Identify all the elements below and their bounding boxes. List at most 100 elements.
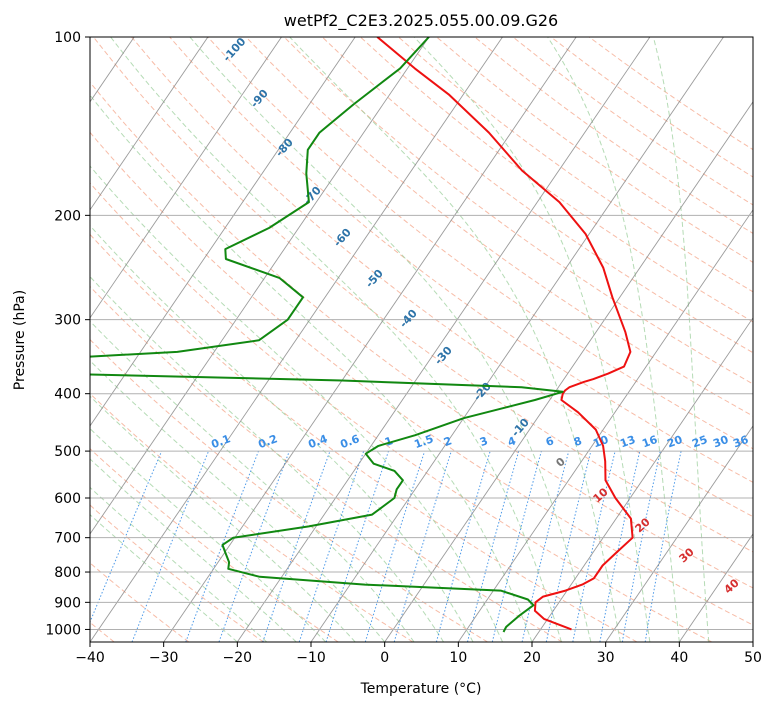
- dry-adiabat-line: [245, 37, 753, 417]
- mixing-ratio-label: 0.4: [306, 432, 329, 451]
- mixing-ratio-line: [185, 450, 259, 642]
- moist-adiabat-line: [90, 165, 503, 642]
- isotherm-line: [90, 37, 430, 535]
- sounding-profiles: [90, 37, 634, 633]
- dry-adiabat-line: [90, 182, 712, 642]
- moist-adiabat-line: [90, 359, 386, 642]
- y-tick-label: 1000: [45, 622, 81, 638]
- y-tick-label: 600: [54, 491, 81, 507]
- moist-adiabat-line: [90, 94, 533, 642]
- dry-adiabat-line: [90, 81, 753, 589]
- mixing-ratio-line: [90, 450, 163, 624]
- y-tick-label: 900: [54, 595, 81, 611]
- y-tick-label: 700: [54, 531, 81, 547]
- x-tick-label: 50: [744, 650, 762, 666]
- mixing-ratio-line: [325, 450, 389, 642]
- mixing-ratio-label: 0.1: [209, 432, 232, 451]
- x-tick-label: −30: [149, 650, 179, 666]
- isotherm-line: [90, 37, 282, 319]
- mixing-ratio-line: [364, 450, 426, 642]
- mixing-ratio-label: 1: [383, 434, 395, 449]
- dry-adiabat-line: [90, 448, 339, 642]
- x-axis-label: Temperature (°C): [360, 681, 482, 697]
- y-tick-label: 200: [54, 208, 81, 224]
- moist-adiabat-line: [413, 37, 651, 642]
- dry-adiabat-line: [90, 233, 638, 642]
- moist-adiabat-line: [110, 37, 562, 642]
- mixing-ratio-label: 36: [731, 433, 750, 451]
- mixing-ratio-line: [435, 450, 491, 642]
- moist-adiabats: [90, 37, 710, 642]
- mixing-ratio-line: [298, 450, 365, 642]
- mixing-ratio-line: [545, 450, 592, 642]
- isotherm-line: [90, 37, 356, 427]
- x-tick-label: −10: [296, 650, 326, 666]
- mixing-ratio-line: [467, 450, 520, 642]
- mixing-ratio-label: 0.6: [338, 432, 361, 451]
- isotherm-line: [531, 317, 753, 642]
- isotherm-line: [90, 37, 503, 642]
- moist-adiabat-line: [652, 37, 710, 642]
- y-tick-label: 300: [54, 313, 81, 329]
- moist-adiabat-line: [90, 395, 356, 642]
- moist-adiabat-line: [189, 37, 592, 642]
- mixing-ratio-label: 8: [572, 434, 584, 449]
- mixing-ratio-label: 0.2: [256, 432, 279, 451]
- mixing-ratio-line: [599, 450, 641, 642]
- chart-title: wetPf2_C2E3.2025.055.00.09.G26: [284, 11, 558, 31]
- dry-adiabat-line: [90, 338, 488, 642]
- mixing-ratio-line: [572, 450, 616, 642]
- moist-adiabat-line: [90, 514, 238, 642]
- x-tick-label: 10: [449, 650, 467, 666]
- x-tick-label: 40: [670, 650, 688, 666]
- dry-adiabat-line: [90, 562, 190, 642]
- dry-adiabat-line: [93, 37, 753, 553]
- y-tick-label: 800: [54, 565, 81, 581]
- plot-area: -100-90-80-70-60-50-40-30-20-10010203040…: [90, 37, 753, 642]
- dry-adiabat-line: [90, 285, 563, 642]
- mixing-ratio-line: [521, 450, 570, 642]
- x-tick-label: −20: [223, 650, 253, 666]
- mixing-ratio-line: [262, 450, 331, 642]
- y-axis-ticks: 100 200 300 400 500 600 700 800 900 1000: [45, 30, 90, 638]
- isotherm-line: [90, 37, 209, 211]
- mixing-ratio-line: [218, 450, 290, 642]
- temperature-profile-line: [376, 37, 634, 631]
- y-tick-label: 500: [54, 444, 81, 460]
- mixing-ratio-label: 20: [665, 433, 684, 451]
- isotherm-line: [457, 209, 753, 642]
- y-tick-label: 100: [54, 30, 81, 46]
- dry-adiabat-line: [90, 131, 753, 626]
- moist-adiabat-line: [90, 458, 297, 642]
- moist-adiabat-line: [547, 37, 680, 642]
- isotherm-line: [310, 37, 724, 642]
- isotherm-line: [236, 37, 651, 642]
- dewpoint-profile-line: [90, 37, 564, 633]
- mixing-ratio-label: 25: [690, 433, 709, 450]
- isotherms: [90, 37, 753, 642]
- mixing-ratio-lines: [90, 450, 682, 642]
- moist-adiabat-line: [90, 276, 445, 642]
- mixing-ratio-label: 4: [506, 434, 518, 449]
- x-tick-label: −40: [75, 650, 105, 666]
- moist-adiabat-line: [90, 427, 327, 642]
- mixing-ratio-label: 1.5: [412, 432, 435, 451]
- isotherm-line: [605, 425, 753, 642]
- x-axis-ticks: −40 −30 −20 −10 0 10 20 30 40 50: [75, 642, 762, 666]
- dry-adiabat-line: [283, 37, 753, 385]
- plot-frame: [89, 36, 754, 643]
- mixing-ratio-label: 16: [640, 433, 659, 451]
- y-tick-label: 400: [54, 387, 81, 403]
- moist-adiabat-line: [90, 224, 474, 642]
- isotherm-line: [678, 533, 753, 642]
- moist-adiabat-line: [289, 37, 621, 642]
- mixing-ratio-label: 3: [478, 434, 490, 449]
- x-tick-label: 30: [597, 650, 615, 666]
- mixing-ratio-label: 13: [618, 433, 637, 450]
- isotherm-line: [384, 101, 753, 642]
- x-tick-label: 20: [523, 650, 541, 666]
- pressure-gridlines: [90, 37, 753, 630]
- mixing-ratio-line: [393, 450, 452, 642]
